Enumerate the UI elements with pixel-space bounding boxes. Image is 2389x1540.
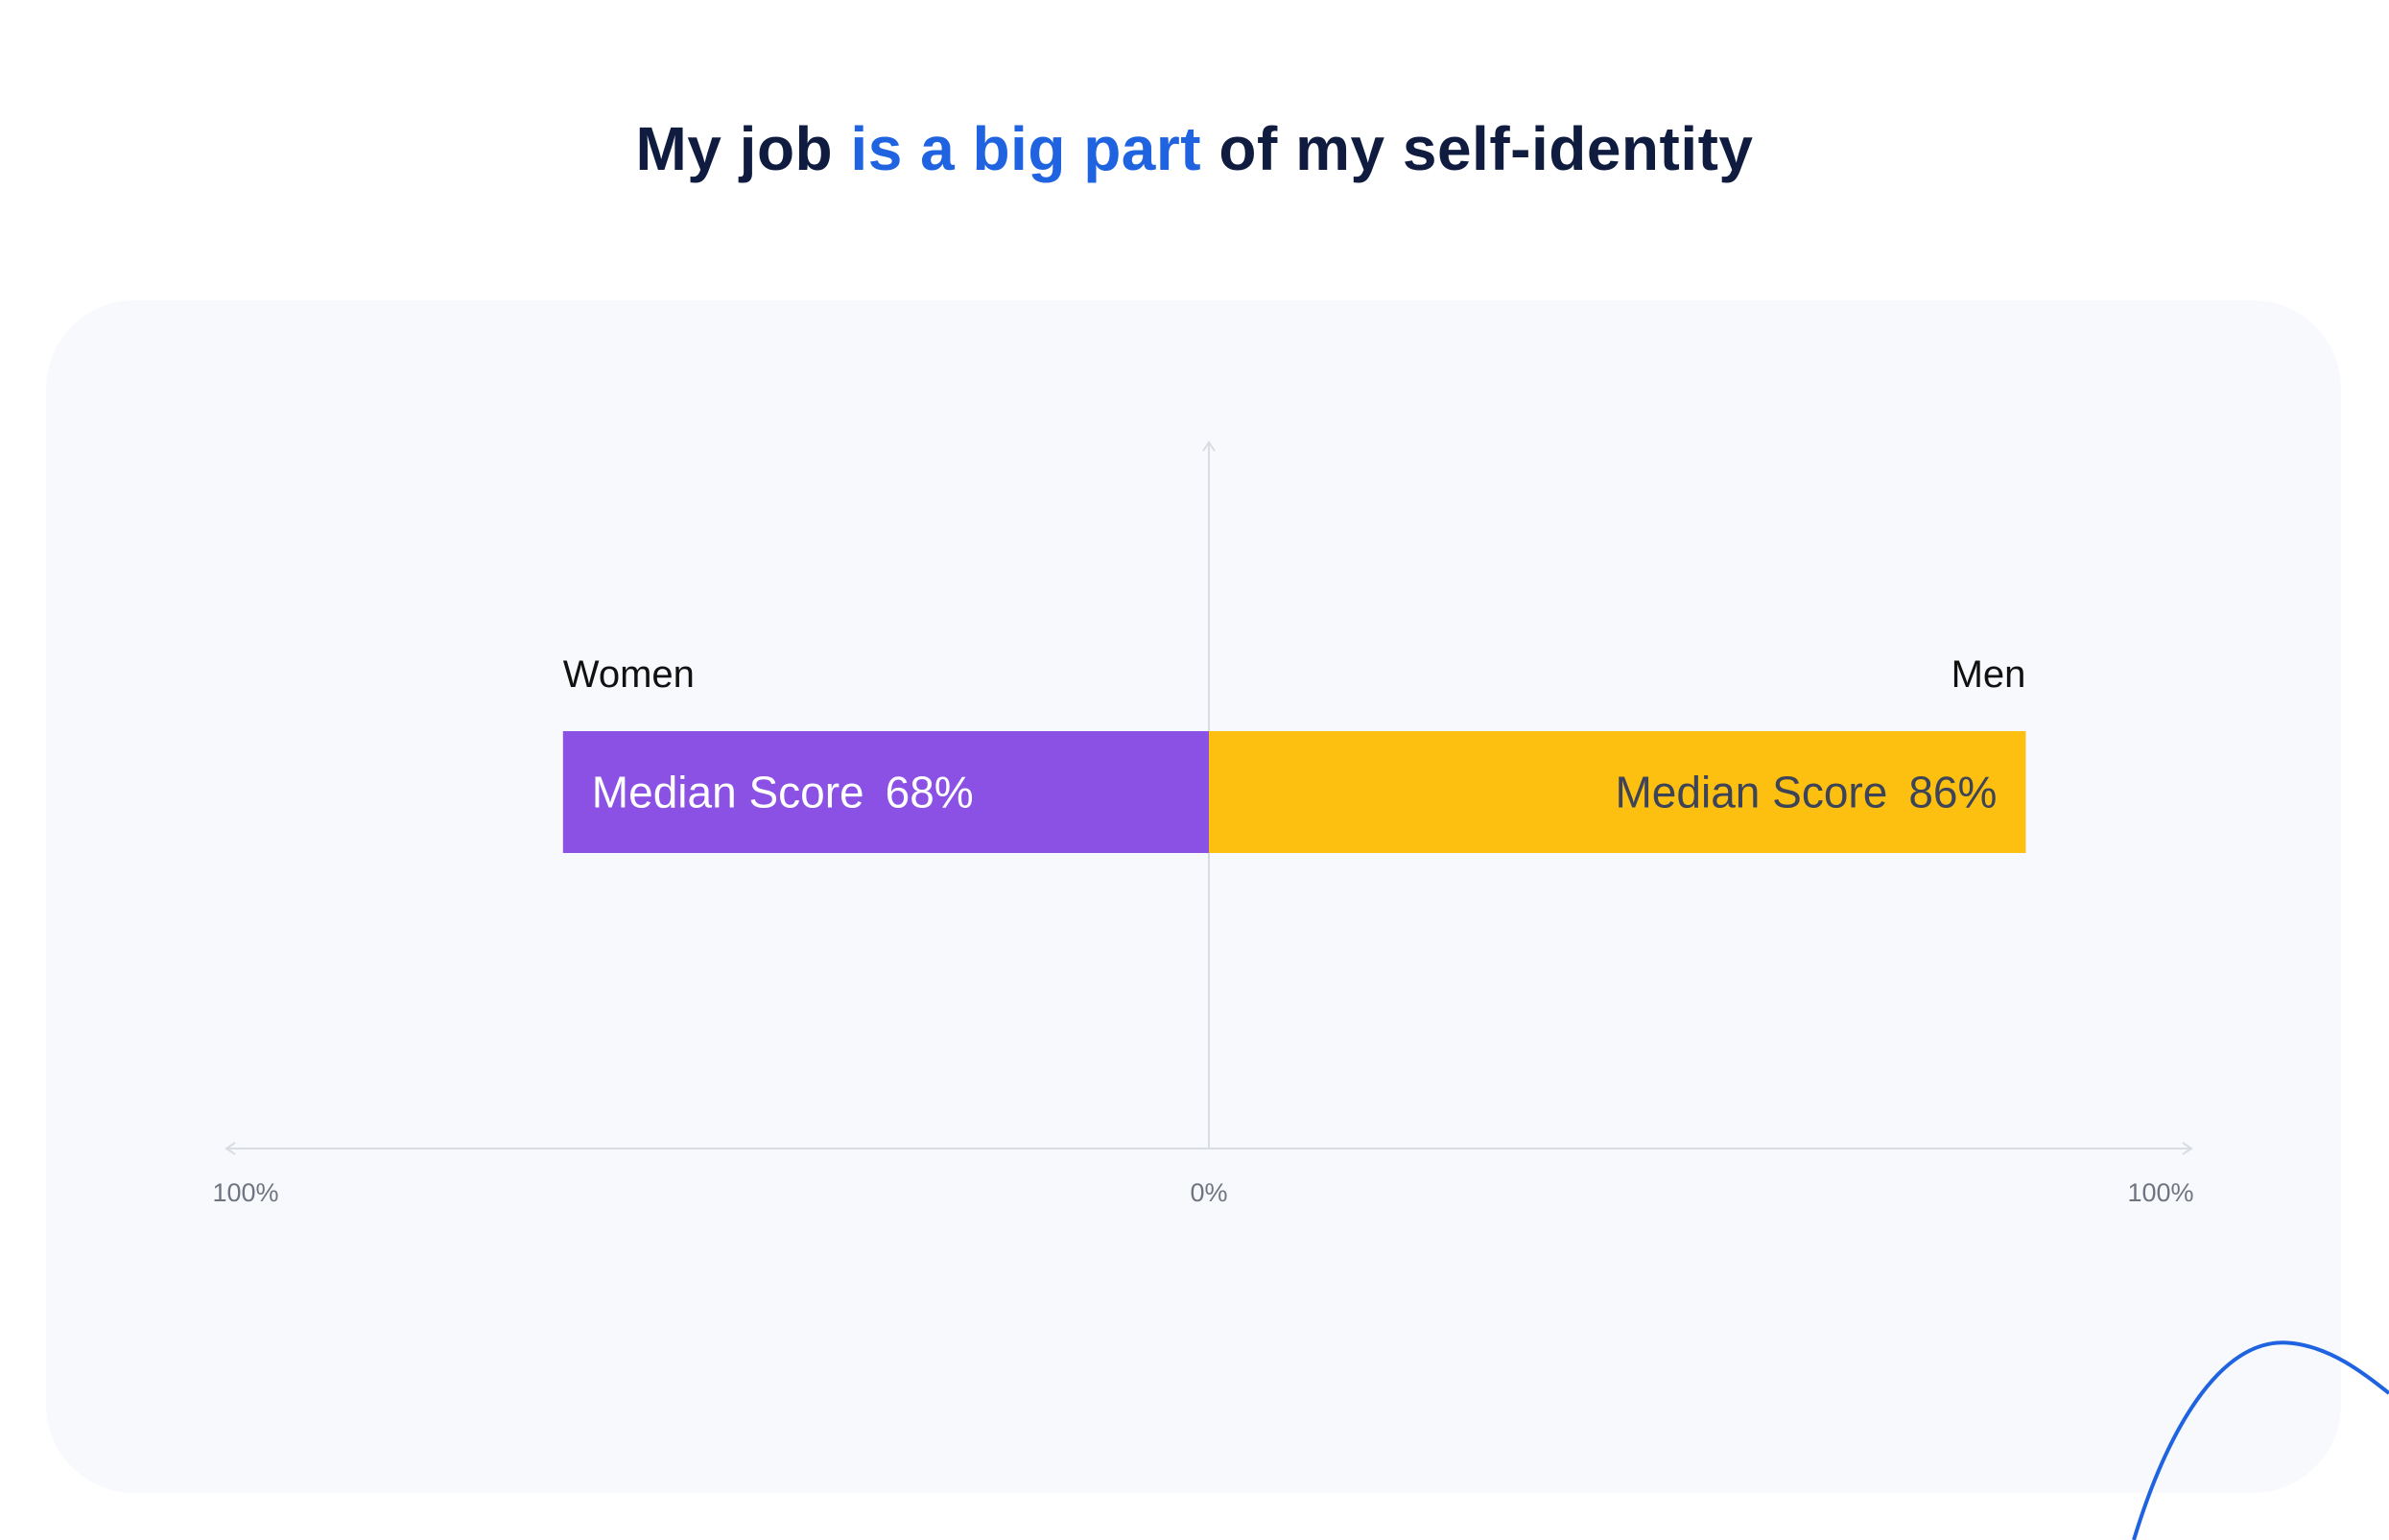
bar-label-text-men: Median Score — [1615, 768, 1887, 817]
axis-arrow-left — [225, 1142, 236, 1155]
chart-title: My job is a big part of my self-identity — [0, 113, 2389, 184]
bar-women — [562, 731, 1209, 853]
title-part-2: of my self-identity — [1201, 114, 1754, 183]
axis-arrow-right — [2182, 1142, 2193, 1155]
title-accent: is a big part — [850, 114, 1202, 183]
bar-value-men: 86% — [1908, 768, 1997, 817]
bar-value-women: 68% — [886, 768, 974, 817]
bar-label-women: Median Score 68% — [592, 768, 974, 817]
x-tick-label-1: 0% — [1190, 1178, 1227, 1207]
series-label-men: Men — [1951, 653, 2026, 696]
bar-label-text-women: Median Score — [592, 768, 864, 817]
chart-panel — [46, 300, 2341, 1493]
title-part-1: My job — [635, 114, 851, 183]
vertical-axis-arrow — [1202, 440, 1216, 452]
x-tick-label-0: 100% — [212, 1178, 278, 1207]
bar-label-men: Median Score 86% — [1615, 768, 1997, 817]
series-label-women: Women — [563, 653, 695, 696]
bar-men — [1209, 731, 2026, 853]
x-tick-label-2: 100% — [2127, 1178, 2193, 1207]
